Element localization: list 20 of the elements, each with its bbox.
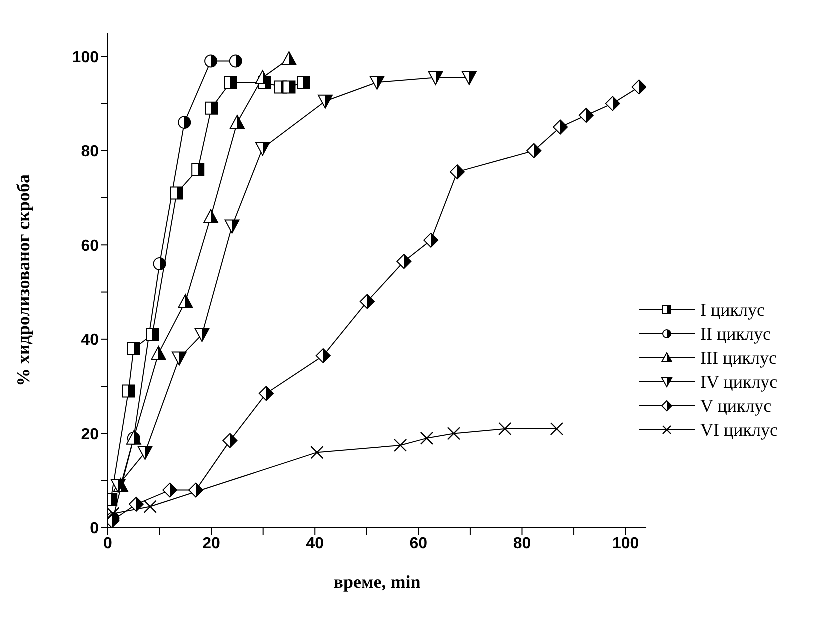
x-tick-label: 40 [306,535,324,552]
y-axis-title: % хидролизованог скроба [13,174,34,387]
x-tick-label: 100 [612,535,640,552]
y-tick-label: 80 [81,144,100,161]
legend-label: III циклус [700,348,777,368]
y-tick-label: 0 [90,520,100,538]
x-axis-title: време, min [334,572,421,592]
y-tick-label: 40 [81,332,100,350]
legend-label: I циклус [700,300,765,320]
y-tick-label: 20 [81,426,100,444]
legend-label: VI циклус [700,420,778,440]
legend-label: II циклус [700,324,771,344]
x-tick-label: 60 [410,535,428,552]
x-tick-label: 80 [513,535,532,552]
y-tick-label: 100 [72,49,100,66]
y-tick-label: 60 [81,238,100,255]
legend-label: IV циклус [700,372,778,392]
x-tick-label: 0 [104,535,113,552]
x-tick-label: 20 [202,535,221,552]
legend-label: V циклус [700,396,772,416]
